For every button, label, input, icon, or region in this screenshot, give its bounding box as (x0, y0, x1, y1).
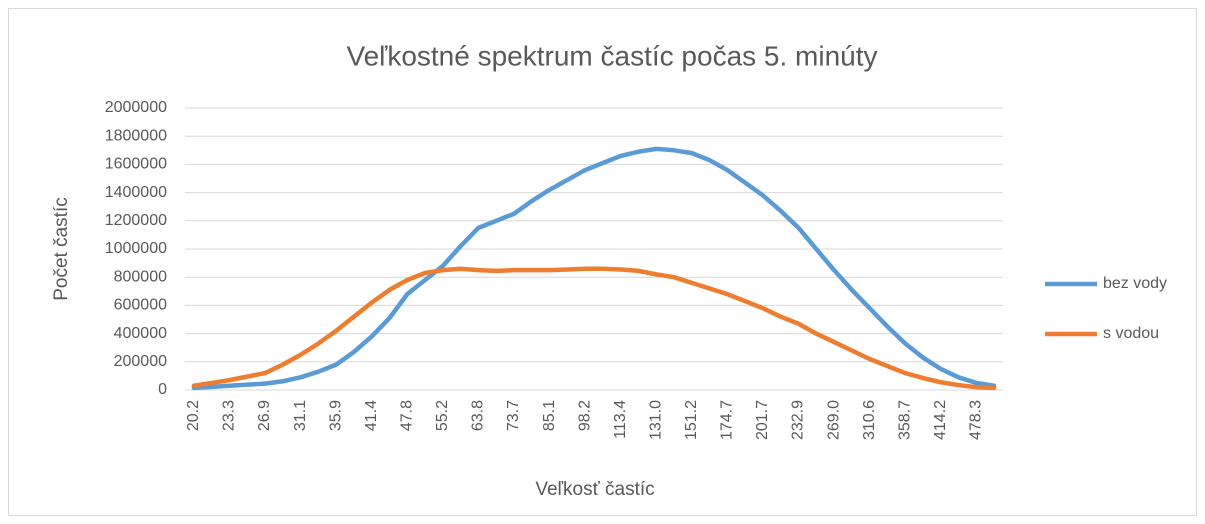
x-tick-label: 63.8 (470, 400, 487, 431)
y-axis-title: Počet častíc (51, 197, 72, 301)
x-tick-label: 73.7 (505, 400, 522, 431)
y-tick-label: 800000 (114, 268, 167, 285)
y-tick-label: 0 (158, 381, 167, 398)
y-tick-label: 1200000 (105, 212, 167, 229)
x-tick-label: 151.2 (683, 400, 700, 440)
x-tick-label: 113.4 (612, 400, 629, 439)
y-tick-label: 1600000 (105, 156, 167, 173)
series-line (191, 146, 997, 391)
y-tick-label: 1400000 (105, 184, 167, 201)
x-tick-label: 47.8 (399, 400, 416, 431)
series-line (191, 266, 997, 391)
y-tick-label: 600000 (114, 297, 167, 314)
x-tick-label: 23.3 (221, 400, 238, 431)
x-tick-label: 55.2 (434, 400, 451, 431)
x-axis-title: Veľkosť častíc (535, 479, 654, 500)
x-tick-label: 201.7 (754, 400, 771, 440)
x-tick-label: 85.1 (541, 400, 558, 431)
x-tick-label: 232.9 (790, 400, 807, 440)
x-tick-label: 41.4 (363, 400, 380, 431)
x-tick-label: 131.0 (647, 400, 664, 440)
y-tick-label: 1000000 (105, 240, 167, 257)
x-tick-label: 31.1 (292, 400, 309, 431)
x-tick-label: 269.0 (825, 400, 842, 440)
chart-border (8, 8, 1197, 516)
legend-label: s vodou (1103, 325, 1159, 342)
y-tick-label: 200000 (114, 353, 167, 370)
x-tick-label: 35.9 (327, 400, 344, 431)
x-tick-label: 174.7 (719, 400, 736, 440)
y-tick-label: 1800000 (105, 127, 167, 144)
legend-label: bez vody (1103, 275, 1167, 292)
x-tick-label: 478.3 (968, 400, 985, 440)
y-tick-label: 2000000 (105, 99, 167, 116)
y-tick-label: 400000 (114, 325, 167, 342)
chart-title: Veľkostné spektrum častíc počas 5. minút… (346, 40, 877, 71)
x-tick-label: 414.2 (932, 400, 949, 440)
x-tick-label: 358.7 (896, 400, 913, 440)
x-tick-label: 310.6 (861, 400, 878, 440)
x-tick-label: 20.2 (185, 400, 202, 431)
x-tick-label: 26.9 (256, 400, 273, 431)
x-tick-label: 98.2 (576, 400, 593, 431)
